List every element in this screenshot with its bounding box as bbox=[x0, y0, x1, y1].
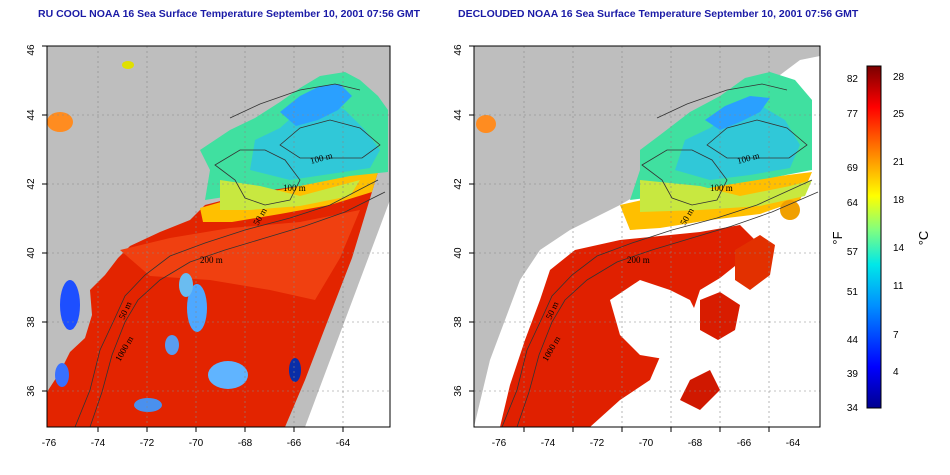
lon-tick-label: -74 bbox=[91, 438, 106, 449]
f-tick-label: 77 bbox=[847, 109, 859, 120]
lon-tick-label: -72 bbox=[140, 438, 155, 449]
lat-tick-label: 44 bbox=[26, 109, 37, 121]
lon-tick-label: -68 bbox=[688, 438, 703, 449]
right-tick-marks bbox=[469, 45, 770, 432]
f-tick-label: 57 bbox=[847, 247, 859, 258]
fahrenheit-unit-label: °F bbox=[830, 231, 845, 244]
warm-water bbox=[735, 235, 775, 290]
left-lon-labels: -76 -74 -72 -70 -68 -66 -64 bbox=[42, 438, 351, 449]
lon-tick-label: -76 bbox=[42, 438, 57, 449]
c-tick-label: 21 bbox=[893, 157, 905, 168]
lon-tick-label: -68 bbox=[238, 438, 253, 449]
lon-tick-label: -70 bbox=[189, 438, 204, 449]
colorbar: 82 77 69 64 57 51 44 39 34 °F 28 25 21 1… bbox=[830, 65, 931, 414]
graticule bbox=[474, 46, 820, 427]
inland-lake bbox=[122, 61, 134, 69]
f-tick-label: 82 bbox=[847, 74, 859, 85]
c-tick-label: 28 bbox=[893, 72, 905, 83]
cloud-patch bbox=[165, 335, 179, 355]
f-tick-label: 44 bbox=[847, 335, 859, 346]
lat-tick-label: 44 bbox=[453, 109, 464, 121]
lon-tick-label: -72 bbox=[590, 438, 605, 449]
lat-tick-label: 46 bbox=[453, 44, 464, 56]
cloud-patch bbox=[179, 273, 193, 297]
cloud-patch bbox=[289, 358, 301, 382]
fahrenheit-scale: 82 77 69 64 57 51 44 39 34 °F bbox=[830, 74, 858, 414]
lon-tick-label: -64 bbox=[336, 438, 351, 449]
cloud-patch bbox=[187, 284, 207, 332]
contour-label: 100 m bbox=[283, 183, 306, 193]
bathymetry-contours bbox=[501, 83, 819, 427]
warm-water-north bbox=[120, 210, 360, 300]
colorbar-gradient bbox=[866, 65, 882, 409]
lat-tick-label: 36 bbox=[26, 385, 37, 397]
c-tick-label: 7 bbox=[893, 330, 899, 341]
lon-tick-label: -66 bbox=[737, 438, 752, 449]
left-tick-marks bbox=[42, 45, 344, 432]
inland-lake bbox=[47, 112, 73, 132]
c-tick-label: 11 bbox=[893, 281, 904, 292]
cold-water-core bbox=[280, 84, 352, 126]
cloud-patch bbox=[208, 361, 248, 389]
green-band bbox=[220, 180, 360, 210]
left-panel-title: RU COOL NOAA 16 Sea Surface Temperature … bbox=[38, 8, 421, 20]
lat-tick-label: 42 bbox=[26, 178, 37, 190]
left-map-panel: 100 m 100 m 50 m 200 m 50 m 1000 m -76 -… bbox=[26, 44, 391, 449]
right-map-frame bbox=[473, 45, 821, 428]
cloud-patch bbox=[134, 398, 162, 412]
lon-tick-label: -70 bbox=[639, 438, 654, 449]
left-map-frame bbox=[46, 45, 391, 428]
c-tick-label: 25 bbox=[893, 109, 905, 120]
graticule bbox=[47, 46, 390, 427]
right-panel-title: DECLOUDED NOAA 16 Sea Surface Temperatur… bbox=[458, 8, 859, 20]
no-data-area bbox=[305, 200, 390, 427]
contour-label: 200 m bbox=[627, 255, 650, 265]
lat-tick-label: 36 bbox=[453, 385, 464, 397]
f-tick-label: 34 bbox=[847, 403, 859, 414]
lat-tick-label: 38 bbox=[26, 316, 37, 328]
f-tick-label: 39 bbox=[847, 369, 859, 380]
contour-label: 100 m bbox=[710, 183, 733, 193]
no-data-area bbox=[610, 280, 700, 360]
warm-water bbox=[680, 370, 720, 410]
contour-label: 200 m bbox=[200, 255, 223, 265]
lat-tick-label: 40 bbox=[453, 247, 464, 259]
lon-tick-label: -66 bbox=[287, 438, 302, 449]
right-lat-labels: 36 38 40 42 44 46 bbox=[453, 44, 464, 397]
green-band bbox=[640, 180, 812, 212]
lon-tick-label: -76 bbox=[492, 438, 507, 449]
lat-tick-label: 38 bbox=[453, 316, 464, 328]
bay-cold bbox=[60, 280, 80, 330]
right-lon-labels: -76 -74 -72 -70 -68 -66 -64 bbox=[492, 438, 801, 449]
bathymetry-contours bbox=[74, 83, 386, 427]
cool-water-core bbox=[250, 100, 380, 180]
celsius-scale: 28 25 21 18 14 11 7 4 °C bbox=[893, 72, 931, 378]
lon-tick-label: -64 bbox=[786, 438, 801, 449]
c-tick-label: 14 bbox=[893, 243, 905, 254]
left-lat-labels: 36 38 40 42 44 46 bbox=[26, 44, 37, 397]
inland-lake bbox=[476, 115, 496, 133]
cold-water-core bbox=[705, 96, 770, 130]
lat-tick-label: 40 bbox=[26, 247, 37, 259]
f-tick-label: 51 bbox=[847, 287, 859, 298]
celsius-unit-label: °C bbox=[916, 231, 931, 246]
c-tick-label: 4 bbox=[893, 367, 899, 378]
lat-tick-label: 46 bbox=[26, 44, 37, 56]
c-tick-label: 18 bbox=[893, 195, 905, 206]
lat-tick-label: 42 bbox=[453, 178, 464, 190]
lon-tick-label: -74 bbox=[541, 438, 556, 449]
f-tick-label: 64 bbox=[847, 198, 859, 209]
warm-eddy bbox=[780, 200, 800, 220]
right-map-panel: 100 m 100 m 50 m 200 m 50 m 1000 m -76 -… bbox=[453, 44, 821, 449]
bay-cold bbox=[55, 363, 69, 387]
f-tick-label: 69 bbox=[847, 163, 859, 174]
